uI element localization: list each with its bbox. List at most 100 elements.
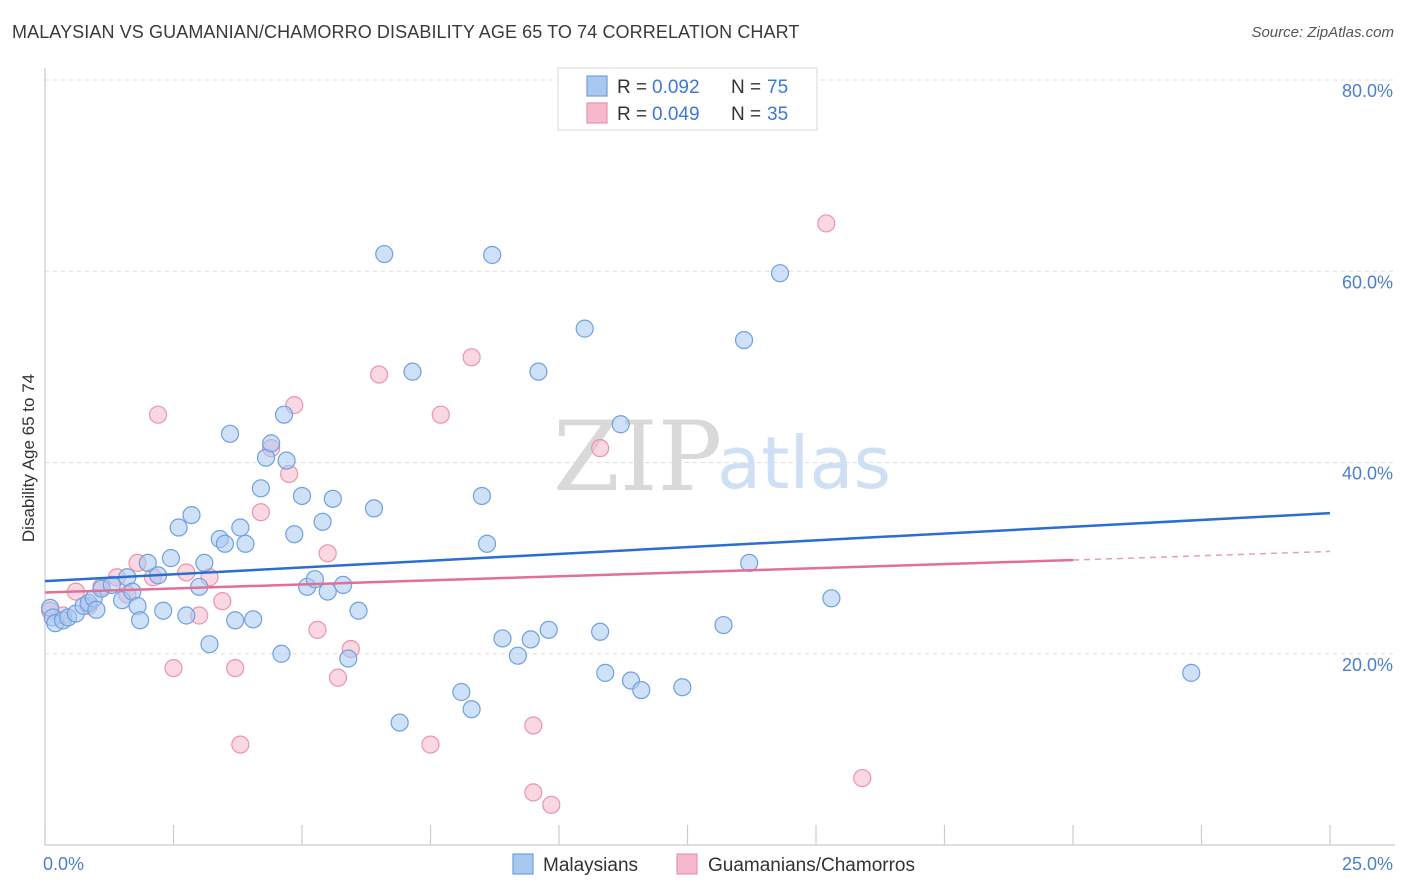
malaysian-point <box>220 424 240 443</box>
y-tick-label: 60.0% <box>1342 272 1393 292</box>
legend-n-value-1: 75 <box>767 77 788 98</box>
malaysian-point <box>262 434 281 453</box>
malaysian-point <box>349 601 368 620</box>
series-swatch-malaysians <box>512 853 534 875</box>
malaysian-point <box>364 499 384 518</box>
chart-title: MALAYSIAN VS GUAMANIAN/CHAMORRO DISABILI… <box>12 22 800 42</box>
malaysian-point <box>822 589 841 608</box>
legend-r-label-2: R = <box>617 104 647 125</box>
guamanian-point <box>591 439 610 458</box>
malaysian-point <box>339 649 358 668</box>
y-tick-label: 20.0% <box>1342 655 1393 675</box>
grid-lines <box>45 79 1395 655</box>
guamanian-point <box>148 405 168 424</box>
guamanian-point <box>524 716 543 735</box>
guamanian-point <box>462 348 481 367</box>
malaysian-point <box>734 331 754 350</box>
series-legend: Malaysians Guamanians/Chamorros <box>512 853 915 876</box>
malaysian-point <box>87 600 106 619</box>
malaysian-point <box>483 245 502 265</box>
malaysian-point <box>292 486 312 506</box>
malaysian-point <box>596 663 615 682</box>
guamanian-point <box>318 544 337 563</box>
malaysian-point <box>591 622 610 641</box>
watermark-zip: ZIP <box>553 401 722 513</box>
legend-n-value-2: 35 <box>767 104 788 125</box>
malaysian-point <box>521 630 540 649</box>
legend-r-label-1: R = <box>617 77 647 98</box>
guamanian-point <box>164 658 183 678</box>
malaysian-point <box>195 553 214 573</box>
malaysian-point <box>200 635 219 654</box>
guamanian-point <box>524 783 543 802</box>
malaysian-point <box>231 518 250 537</box>
malaysian-point <box>182 505 201 525</box>
guamanian-point <box>231 735 250 754</box>
guamanian-point <box>431 405 450 424</box>
guamanian-point <box>213 592 232 611</box>
malaysian-point <box>154 601 173 620</box>
y-axis-label: Disability Age 65 to 74 <box>19 374 38 542</box>
malaysian-point <box>177 606 196 625</box>
watermark-atlas: atlas <box>717 421 891 505</box>
tick-labels: 20.0% 40.0% 60.0% 80.0% 0.0% 25.0% <box>43 81 1393 874</box>
guamanian-point <box>308 620 327 639</box>
malaysian-point <box>375 244 394 264</box>
guamanian-point <box>542 795 561 814</box>
trend-lines <box>44 511 1331 594</box>
malaysian-trend-line <box>44 511 1331 583</box>
guamanian-trend-line <box>44 558 1074 594</box>
guamanian-point <box>853 768 872 788</box>
malaysian-point <box>452 682 471 702</box>
guamanian-point <box>370 365 389 384</box>
legend-swatch-blue <box>586 75 608 97</box>
y-tick-label: 80.0% <box>1342 81 1393 101</box>
malaysian-point <box>529 362 548 381</box>
guamanian-point <box>328 668 348 687</box>
series-label-malaysians: Malaysians <box>543 855 638 876</box>
malaysian-point <box>274 405 294 424</box>
malaysian-point <box>673 678 692 697</box>
malaysian-point <box>714 615 733 635</box>
malaysian-point <box>318 582 337 601</box>
malaysian-point <box>226 611 245 630</box>
malaysian-point <box>130 611 150 630</box>
malaysian-point <box>390 713 409 732</box>
y-tick-label: 40.0% <box>1342 464 1393 484</box>
series-swatch-guamanians <box>676 853 698 875</box>
malaysian-point <box>472 486 491 506</box>
malaysian-point <box>215 534 234 553</box>
malaysian-point <box>477 534 497 553</box>
malaysian-point <box>539 620 558 639</box>
malaysian-point <box>632 680 651 700</box>
legend-r-value-2: 0.049 <box>652 104 700 125</box>
malaysian-point <box>770 264 790 283</box>
correlation-legend: R = 0.092 N = 75 R = 0.049 N = 35 <box>557 67 818 131</box>
malaysian-point <box>323 489 342 508</box>
legend-n-label-2: N = <box>731 104 761 125</box>
malaysian-point <box>169 518 188 537</box>
malaysian-point <box>236 534 255 553</box>
malaysian-point <box>272 644 291 663</box>
malaysian-point <box>334 575 353 595</box>
x-tick-label: 0.0% <box>43 854 84 874</box>
malaysian-point <box>611 415 630 434</box>
malaysian-point <box>1182 663 1201 682</box>
x-tick-label: 25.0% <box>1342 854 1393 874</box>
guamanian-trend-extension <box>1072 550 1331 561</box>
malaysian-point <box>244 610 263 629</box>
legend-swatch-pink <box>586 102 608 124</box>
axes <box>44 68 1395 846</box>
watermark: ZIP atlas <box>553 401 891 513</box>
malaysian-point <box>493 629 512 648</box>
guamanian-point <box>226 658 245 678</box>
guamanian-point <box>421 735 440 754</box>
series-label-guamanians: Guamanians/Chamorros <box>708 855 915 876</box>
malaysian-point <box>161 549 181 568</box>
malaysian-point <box>285 525 304 544</box>
guamanian-point <box>251 503 270 522</box>
source-label: Source: ZipAtlas.com <box>1251 24 1394 41</box>
malaysian-point <box>138 553 157 573</box>
legend-r-value-1: 0.092 <box>652 77 700 98</box>
